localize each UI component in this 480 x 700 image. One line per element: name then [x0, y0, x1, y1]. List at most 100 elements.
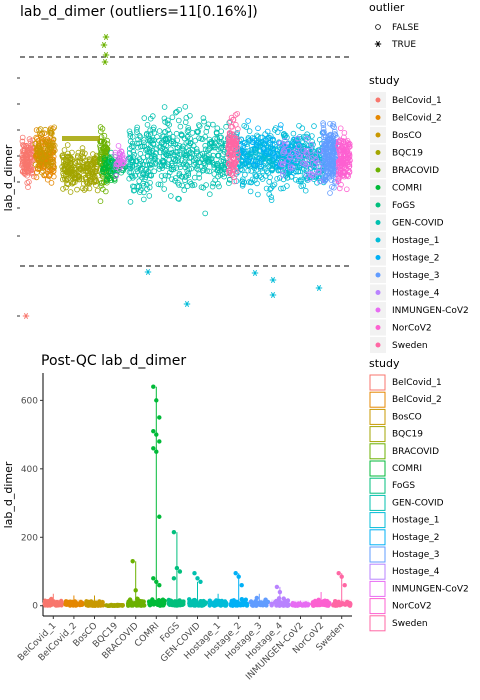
data-point	[246, 128, 253, 134]
data-point	[83, 163, 90, 169]
data-point	[67, 162, 73, 169]
data-point	[50, 137, 56, 143]
data-point	[200, 115, 207, 121]
data-point	[59, 154, 66, 160]
data-point	[252, 147, 259, 154]
data-point	[169, 176, 175, 183]
data-point	[203, 128, 210, 135]
data-point	[308, 141, 315, 148]
data-point	[268, 185, 274, 192]
data-point	[137, 166, 144, 173]
data-point	[253, 140, 260, 146]
data-point	[330, 153, 337, 159]
data-point	[118, 148, 124, 155]
data-point	[159, 165, 166, 171]
legend-key-dot	[375, 325, 381, 330]
data-point	[127, 133, 134, 140]
data-point	[341, 147, 348, 154]
data-point	[308, 155, 315, 161]
data-point	[151, 137, 157, 143]
legend-key-box	[369, 408, 386, 425]
data-point	[111, 177, 118, 184]
data-point	[207, 191, 213, 198]
data-point	[305, 160, 312, 167]
data-point	[320, 126, 327, 132]
data-point	[229, 131, 235, 138]
data-point	[287, 153, 293, 160]
data-point	[146, 184, 153, 191]
violin-body	[65, 599, 83, 606]
data-point	[326, 141, 332, 148]
data-point	[274, 176, 280, 182]
data-point	[182, 174, 189, 180]
data-point	[212, 136, 218, 142]
data-point	[137, 150, 144, 157]
data-point	[63, 169, 70, 176]
legend-false-label: FALSE	[392, 23, 419, 33]
data-point	[164, 152, 170, 158]
data-point	[214, 125, 221, 131]
high-value-point	[239, 582, 244, 588]
data-point	[187, 113, 193, 119]
data-point	[87, 177, 93, 184]
data-point	[181, 187, 188, 194]
data-point	[185, 127, 192, 133]
outlier-asterisk-stroke	[270, 276, 276, 284]
data-point	[335, 158, 342, 165]
data-point	[174, 149, 181, 155]
data-point	[309, 157, 316, 164]
data-point	[302, 161, 309, 168]
data-point	[130, 149, 137, 155]
data-point	[316, 164, 323, 171]
data-point	[329, 152, 335, 158]
data-point	[267, 162, 274, 168]
data-point	[176, 117, 182, 124]
top-legend-label: Hostage_3	[392, 271, 439, 281]
data-point	[33, 174, 40, 181]
bottom-study-legend-title: study	[369, 357, 400, 370]
data-point	[48, 180, 55, 186]
bottom-legend-label: Hostage_3	[392, 550, 439, 560]
data-point	[305, 603, 311, 608]
data-point	[184, 134, 191, 140]
data-point	[24, 151, 31, 158]
violin-body	[85, 599, 104, 606]
data-point	[243, 597, 248, 602]
data-point	[101, 144, 107, 151]
data-point	[278, 185, 284, 192]
data-point	[46, 601, 52, 606]
data-point	[273, 148, 280, 154]
data-point	[183, 140, 190, 146]
top-legend-label: Hostage_2	[392, 254, 439, 264]
legend-key-dot	[375, 150, 381, 155]
data-point	[228, 124, 234, 130]
data-point	[64, 161, 70, 168]
data-point	[127, 155, 134, 162]
data-point	[328, 171, 335, 178]
data-point	[157, 143, 164, 150]
high-value-point	[339, 574, 344, 579]
data-point	[137, 172, 143, 179]
outlier-point	[100, 41, 108, 49]
data-point	[137, 189, 143, 196]
data-point	[99, 138, 105, 145]
data-point	[186, 159, 193, 166]
data-point	[177, 123, 184, 130]
legend-key-dot	[375, 272, 381, 278]
data-point	[281, 148, 288, 155]
data-point	[19, 148, 26, 154]
data-point	[343, 186, 350, 193]
outlier-asterisk-stroke	[184, 300, 190, 308]
data-point	[280, 161, 287, 167]
data-point	[83, 185, 89, 192]
data-point	[150, 126, 157, 133]
data-point	[20, 142, 26, 148]
data-point	[133, 166, 140, 172]
data-point	[264, 128, 271, 135]
data-point	[208, 156, 214, 163]
data-point	[176, 143, 183, 149]
legend-key-box	[369, 615, 386, 632]
data-point	[141, 115, 148, 121]
data-point	[310, 172, 317, 179]
data-point	[213, 163, 220, 169]
